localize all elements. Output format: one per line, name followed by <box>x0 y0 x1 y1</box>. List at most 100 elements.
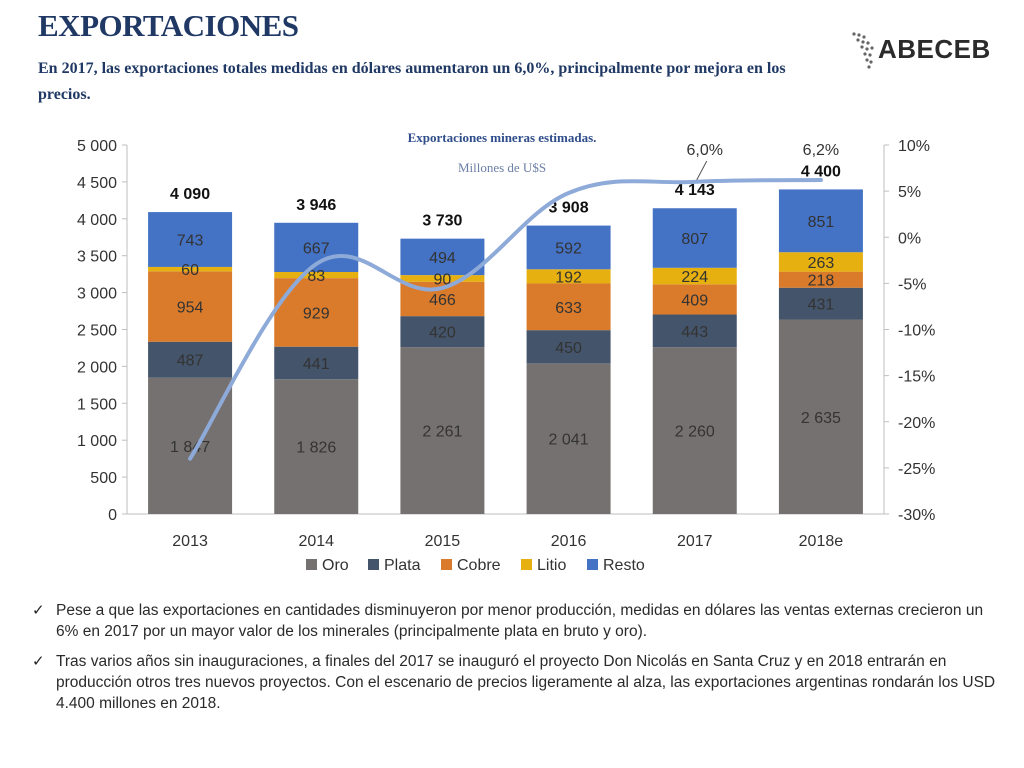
abeceb-logo: ABECEB <box>850 30 990 70</box>
x-tick-label: 2017 <box>677 533 713 550</box>
bar-segment-resto <box>778 189 863 253</box>
data-label-oro: 2 260 <box>675 424 715 441</box>
data-label-oro: 1 826 <box>296 440 336 457</box>
data-label-cobre: 466 <box>429 292 456 309</box>
y-left-tick-label: 500 <box>90 470 117 487</box>
bar-segment-resto <box>400 238 485 276</box>
bar-segment-resto <box>148 212 233 267</box>
bar-segment-plata <box>274 346 359 380</box>
legend-swatch-oro <box>306 559 317 570</box>
y-left-tick-label: 1 500 <box>77 396 117 413</box>
y-left-tick-label: 1 000 <box>77 433 117 450</box>
bar-segment-litio <box>652 267 737 285</box>
annotation-leader <box>696 160 708 181</box>
data-label-oro: 2 261 <box>422 424 462 441</box>
bar-segment-oro <box>400 347 485 514</box>
data-label-litio: 224 <box>681 269 708 286</box>
chart-subtitle: Millones de U$S <box>458 160 546 175</box>
total-label: 4 400 <box>801 163 841 180</box>
y-right-tick-label: -10% <box>898 323 935 340</box>
data-label-cobre: 954 <box>177 300 204 317</box>
data-label-oro: 2 041 <box>549 432 589 449</box>
note-item: ✓ Pese a que las exportaciones en cantid… <box>32 600 1007 642</box>
legend-label: Plata <box>384 557 421 574</box>
total-label: 3 946 <box>296 197 336 214</box>
data-label-cobre: 929 <box>303 305 330 322</box>
total-label: 4 090 <box>170 186 210 203</box>
x-tick-label: 2014 <box>298 533 334 550</box>
bar-segment-oro <box>274 379 359 514</box>
legend-swatch-resto <box>587 559 598 570</box>
bar-segment-plata <box>400 316 485 348</box>
data-label-plata: 450 <box>555 340 582 357</box>
bar-segment-resto <box>652 208 737 268</box>
bar-segment-resto <box>526 225 611 270</box>
data-label-cobre: 409 <box>681 292 708 309</box>
data-label-plata: 420 <box>429 325 456 342</box>
data-label-plata: 487 <box>177 353 204 370</box>
y-left-tick-label: 0 <box>108 507 117 524</box>
legend-label: Resto <box>603 557 645 574</box>
bar-segment-plata <box>652 314 737 348</box>
data-label-oro: 2 635 <box>801 410 841 427</box>
logo-text: ABECEB <box>878 34 991 64</box>
data-label-litio: 192 <box>555 269 582 286</box>
data-label-cobre: 633 <box>555 300 582 317</box>
data-label-plata: 431 <box>808 297 835 314</box>
bar-segment-litio <box>526 269 611 284</box>
bar-segment-litio <box>148 266 233 272</box>
y-left-tick-label: 4 000 <box>77 212 117 229</box>
data-label-plata: 441 <box>303 356 330 373</box>
y-right-tick-label: 5% <box>898 184 921 201</box>
bar-segment-oro <box>148 377 233 514</box>
note-text: Tras varios años sin inauguraciones, a f… <box>56 653 996 712</box>
bar-segment-plata <box>148 341 233 378</box>
total-label: 3 730 <box>422 213 462 230</box>
bar-segment-litio <box>400 275 485 282</box>
legend-label: Oro <box>322 557 349 574</box>
data-label-plata: 443 <box>681 324 708 341</box>
data-label-resto: 592 <box>555 240 582 257</box>
page-title: EXPORTACIONES <box>38 8 299 43</box>
growth-annotation: 6,2% <box>803 142 839 159</box>
data-label-cobre: 218 <box>808 273 835 290</box>
x-tick-label: 2018e <box>799 533 844 550</box>
data-label-litio: 263 <box>808 255 835 272</box>
data-label-resto: 807 <box>681 231 708 248</box>
y-left-tick-label: 4 500 <box>77 175 117 192</box>
total-label: 4 143 <box>675 182 715 199</box>
legend-label: Litio <box>537 557 566 574</box>
data-label-litio: 83 <box>307 268 325 285</box>
data-label-resto: 667 <box>303 240 330 257</box>
legend-swatch-plata <box>368 559 379 570</box>
total-label: 3 908 <box>549 200 589 217</box>
legend-swatch-cobre <box>441 559 452 570</box>
y-left-tick-label: 3 500 <box>77 249 117 266</box>
legend-swatch-litio <box>521 559 532 570</box>
note-item: ✓ Tras varios años sin inauguraciones, a… <box>32 651 1007 714</box>
bar-segment-plata <box>526 330 611 364</box>
y-right-tick-label: 0% <box>898 230 921 247</box>
bar-segment-cobre <box>652 284 737 315</box>
bar-segment-cobre <box>778 271 863 288</box>
legend-label: Cobre <box>457 557 501 574</box>
y-right-tick-label: -15% <box>898 369 935 386</box>
check-icon: ✓ <box>32 602 45 619</box>
data-label-resto: 851 <box>808 214 835 231</box>
growth-line <box>188 178 823 461</box>
y-right-tick-label: -30% <box>898 507 935 524</box>
x-tick-label: 2016 <box>551 533 587 550</box>
y-right-tick-label: -5% <box>898 276 926 293</box>
notes-list: ✓ Pese a que las exportaciones en cantid… <box>32 600 1007 723</box>
y-right-tick-label: -25% <box>898 461 935 478</box>
y-left-tick-label: 2 000 <box>77 359 117 376</box>
bar-segment-oro <box>778 319 863 514</box>
y-right-tick-label: -20% <box>898 415 935 432</box>
x-tick-label: 2013 <box>172 533 208 550</box>
y-left-tick-label: 3 000 <box>77 286 117 303</box>
data-label-resto: 494 <box>429 250 456 267</box>
data-label-litio: 60 <box>181 262 199 279</box>
page-subtitle: En 2017, las exportaciones totales medid… <box>38 60 786 103</box>
y-left-tick-label: 2 500 <box>77 323 117 340</box>
bar-segment-litio <box>778 252 863 272</box>
